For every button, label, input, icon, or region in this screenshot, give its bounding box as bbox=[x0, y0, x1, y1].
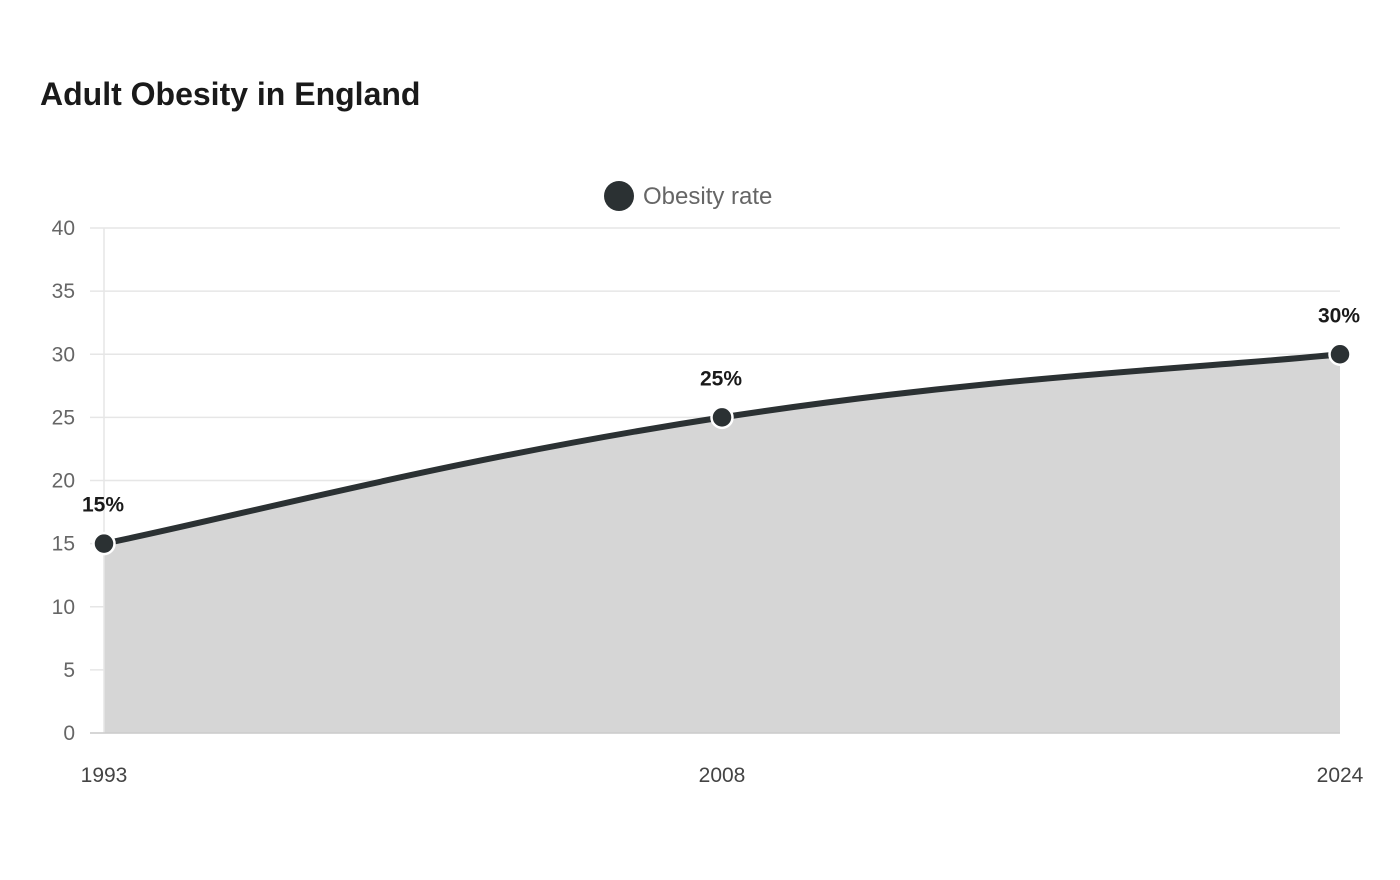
x-tick-label: 1993 bbox=[81, 764, 128, 787]
y-tick-label: 40 bbox=[52, 217, 75, 240]
data-point bbox=[1328, 342, 1352, 366]
data-label: 30% bbox=[1318, 304, 1360, 327]
area-fill-layer bbox=[104, 354, 1340, 733]
data-label: 15% bbox=[82, 494, 124, 517]
y-tick-label: 5 bbox=[63, 659, 75, 682]
data-point bbox=[92, 531, 116, 556]
legend-label: Obesity rate bbox=[643, 183, 772, 210]
data-point bbox=[710, 405, 734, 430]
data-points bbox=[92, 342, 1352, 556]
y-axis-ticks: 0 5 10 15 20 25 30 35 40 bbox=[52, 217, 75, 745]
y-tick-label: 10 bbox=[52, 596, 75, 619]
series-area bbox=[104, 354, 1340, 733]
y-tick-label: 30 bbox=[52, 343, 75, 366]
axis-lines bbox=[90, 228, 1340, 734]
x-tick-label: 2008 bbox=[699, 764, 746, 787]
data-label: 25% bbox=[700, 367, 742, 390]
legend-marker bbox=[604, 181, 634, 211]
y-tick-label: 15 bbox=[52, 533, 75, 556]
y-tick-label: 35 bbox=[52, 280, 75, 303]
y-tick-label: 0 bbox=[63, 722, 75, 745]
legend[interactable]: Obesity rate bbox=[604, 181, 772, 211]
x-tick-label: 2024 bbox=[1317, 764, 1364, 787]
chart-title: Adult Obesity in England bbox=[40, 76, 421, 112]
y-tick-label: 20 bbox=[52, 470, 75, 493]
x-axis-ticks: 1993 2008 2024 bbox=[81, 764, 1364, 787]
data-labels: 15% 25% 30% bbox=[82, 304, 1360, 516]
y-tick-label: 25 bbox=[52, 406, 75, 429]
